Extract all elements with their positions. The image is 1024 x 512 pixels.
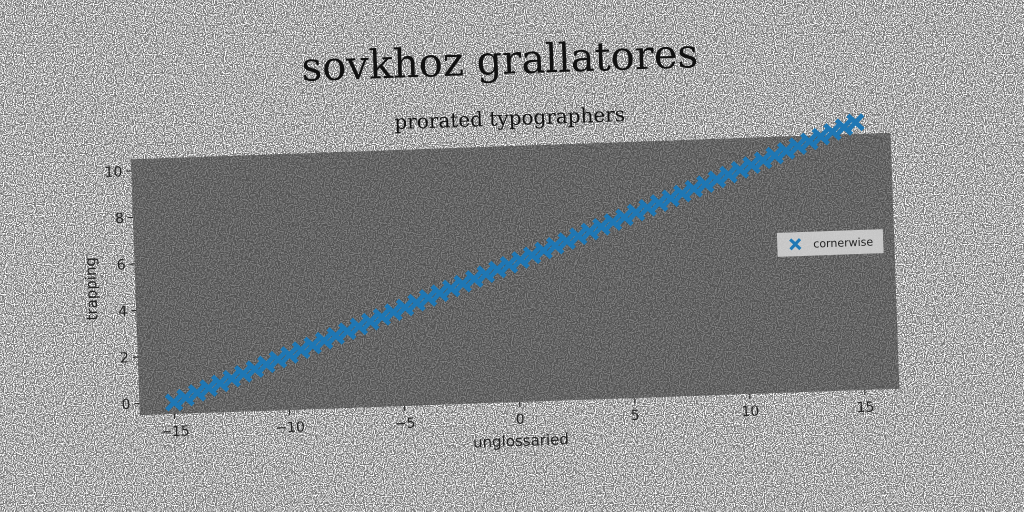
data-point [303, 336, 322, 355]
data-point [372, 307, 392, 327]
data-point [638, 198, 657, 217]
data-point [476, 265, 496, 284]
data-point [488, 260, 507, 279]
data-point [765, 146, 784, 165]
data-point [777, 141, 796, 161]
data-point [465, 269, 484, 289]
data-point [384, 302, 403, 322]
data-point [314, 331, 334, 350]
series-cornerwise [164, 113, 865, 412]
legend: cornerwise [776, 229, 884, 257]
data-point [545, 236, 565, 255]
data-point [811, 127, 831, 146]
y-tick-label: 0 [121, 397, 130, 413]
data-point [268, 350, 288, 369]
data-point [210, 374, 230, 393]
y-tick-label: 2 [120, 350, 129, 366]
data-point [199, 378, 218, 398]
data-point [257, 355, 276, 374]
x-tick-label: −10 [275, 419, 305, 436]
legend-box [776, 229, 884, 257]
y-axis: 0 2 4 6 8 10 [104, 164, 140, 413]
y-tick-label: 6 [116, 257, 126, 273]
data-point [742, 155, 761, 175]
x-axis: −15 −10 −5 0 5 10 15 [160, 389, 875, 440]
chart-subtitle: prorated typographers [394, 102, 625, 134]
data-point [291, 340, 311, 360]
data-point [511, 250, 530, 270]
data-point [707, 170, 727, 189]
y-tick-label: 8 [115, 211, 124, 227]
data-point [442, 279, 461, 298]
data-point [395, 298, 415, 317]
y-tick-label: 10 [104, 164, 122, 181]
x-tick-label: 0 [515, 412, 524, 428]
y-tick-label: 4 [118, 304, 128, 320]
data-point [615, 208, 634, 227]
data-point [453, 274, 472, 293]
data-point [534, 241, 553, 260]
data-point [418, 288, 438, 308]
x-tick-label: 5 [631, 408, 640, 424]
data-point [499, 255, 519, 274]
data-point [823, 122, 842, 142]
y-axis-label: trapping [81, 257, 101, 321]
data-point [522, 246, 542, 265]
data-point [280, 345, 299, 365]
data-point [673, 184, 692, 203]
data-point [222, 369, 241, 388]
data-point [361, 312, 380, 331]
data-point [684, 179, 703, 199]
data-point [164, 393, 184, 412]
data-point [719, 165, 738, 184]
data-point [846, 113, 865, 132]
legend-label: cornerwise [813, 235, 874, 250]
data-point [661, 189, 680, 208]
data-point [603, 212, 623, 232]
data-point [176, 388, 195, 407]
data-point [349, 317, 368, 336]
data-point [696, 174, 715, 194]
data-point [407, 293, 426, 312]
x-tick-label: 10 [741, 404, 759, 421]
data-point [326, 326, 345, 346]
data-point [800, 132, 819, 151]
data-point [580, 222, 600, 241]
data-point [730, 160, 750, 180]
data-point [649, 193, 669, 213]
data-point [788, 136, 807, 156]
data-point [834, 117, 854, 137]
data-point [338, 321, 357, 341]
x-tick-label: 15 [856, 400, 874, 417]
data-point [626, 203, 646, 222]
legend-marker [789, 238, 802, 251]
x-tick-label: −15 [160, 423, 190, 440]
data-point [245, 359, 265, 379]
data-point [753, 151, 773, 170]
x-axis-label: unglossaried [473, 430, 569, 451]
x-tick-label: −5 [395, 416, 416, 433]
data-point [569, 227, 588, 246]
data-point [234, 364, 253, 384]
data-point [592, 217, 611, 236]
data-point [430, 284, 449, 303]
data-point [187, 383, 207, 403]
data-point [557, 231, 576, 251]
